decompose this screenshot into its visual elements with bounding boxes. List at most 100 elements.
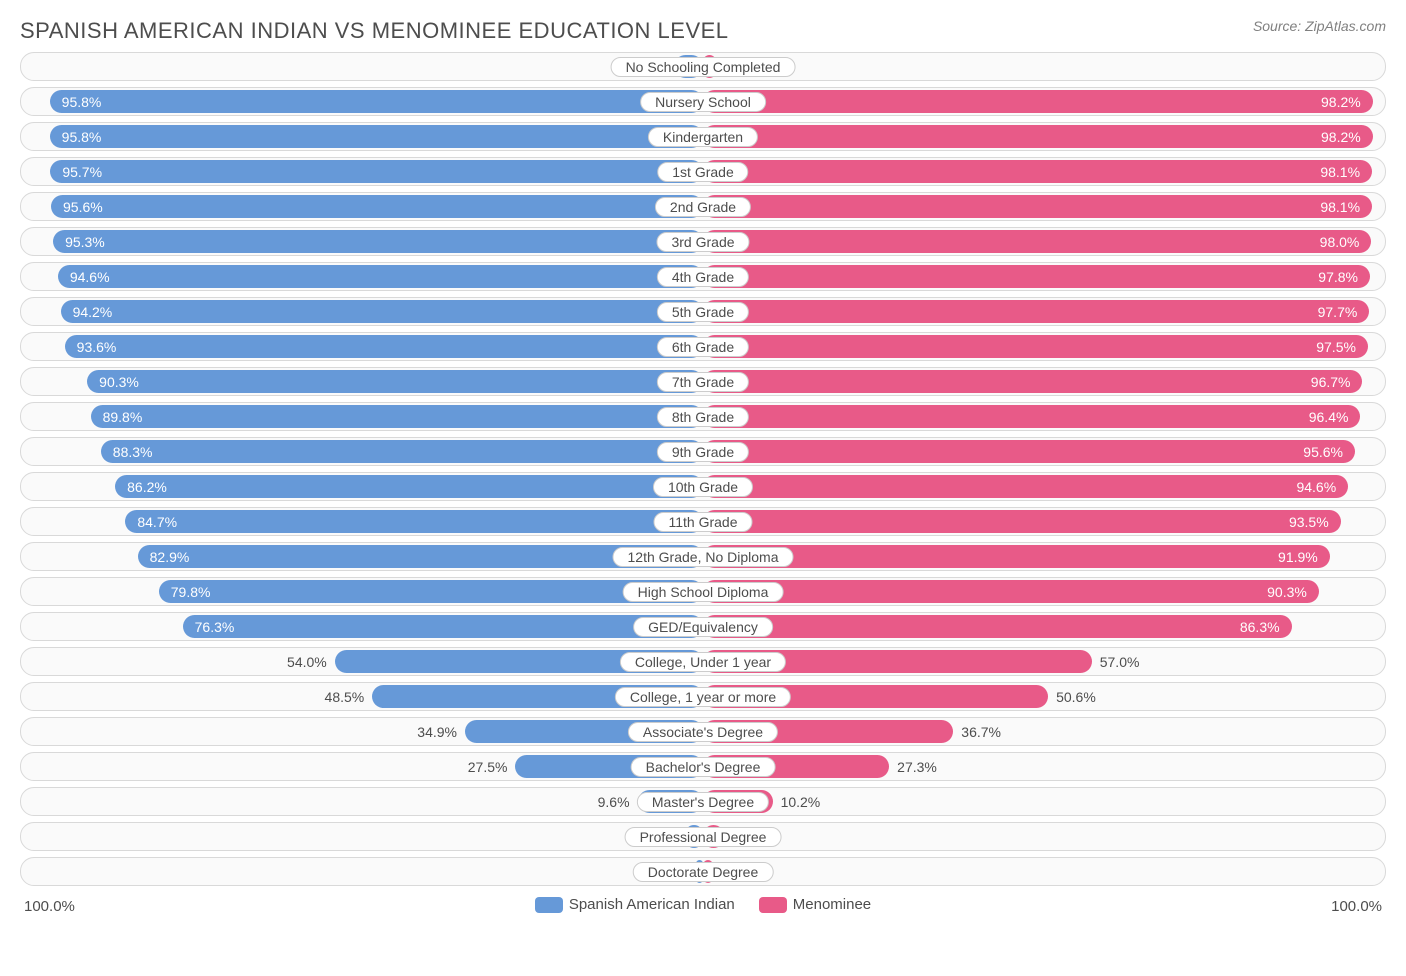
bar-right: 95.6%	[703, 440, 1355, 463]
value-left: 95.7%	[62, 164, 102, 180]
value-right: 90.3%	[1267, 584, 1307, 600]
row-track: 9.6%10.2%Master's Degree	[20, 787, 1386, 816]
chart-row: 93.6% 97.5% 6th Grade	[20, 332, 1386, 361]
bar-right: 96.4%	[703, 405, 1360, 428]
value-right: 91.9%	[1278, 549, 1318, 565]
category-label: 1st Grade	[657, 162, 748, 182]
category-label: Doctorate Degree	[633, 862, 774, 882]
row-track: 84.7% 93.5% 11th Grade	[20, 507, 1386, 536]
category-label: Associate's Degree	[628, 722, 778, 742]
chart-row: 76.3%86.3%GED/Equivalency	[20, 612, 1386, 641]
value-left: 95.8%	[62, 94, 102, 110]
value-left: 79.8%	[171, 584, 211, 600]
bar-left: 95.7%	[50, 160, 703, 183]
value-left: 27.5%	[468, 759, 508, 775]
value-left: 95.6%	[63, 199, 103, 215]
category-label: Professional Degree	[625, 827, 782, 847]
header: SPANISH AMERICAN INDIAN VS MENOMINEE EDU…	[0, 0, 1406, 52]
bar-left: 93.6%	[65, 335, 703, 358]
bar-right: 97.8%	[703, 265, 1370, 288]
value-left: 95.8%	[62, 129, 102, 145]
chart-row: 79.8%90.3%High School Diploma	[20, 577, 1386, 606]
chart-row: 54.0%57.0%College, Under 1 year	[20, 647, 1386, 676]
category-label: 4th Grade	[657, 267, 749, 287]
row-track: 95.6% 98.1% 2nd Grade	[20, 192, 1386, 221]
value-right: 98.2%	[1321, 129, 1361, 145]
category-label: 11th Grade	[653, 512, 752, 532]
row-track: 95.3% 98.0%3rd Grade	[20, 227, 1386, 256]
legend-label-left: Spanish American Indian	[569, 896, 735, 913]
row-track: 93.6% 97.5% 6th Grade	[20, 332, 1386, 361]
chart-row: 95.8% 98.2%Nursery School	[20, 87, 1386, 116]
value-right: 94.6%	[1296, 479, 1336, 495]
value-right: 97.5%	[1316, 339, 1356, 355]
category-label: 10th Grade	[653, 477, 753, 497]
axis-max-left: 100.0%	[24, 898, 75, 915]
category-label: 12th Grade, No Diploma	[613, 547, 794, 567]
row-track: 94.6% 97.8% 4th Grade	[20, 262, 1386, 291]
bar-left: 94.6%	[58, 265, 703, 288]
value-right: 57.0%	[1100, 654, 1140, 670]
category-label: 8th Grade	[657, 407, 749, 427]
bar-right: 98.2%	[703, 90, 1373, 113]
row-track: 48.5%50.6%College, 1 year or more	[20, 682, 1386, 711]
chart-row: 1.1%1.4%Doctorate Degree	[20, 857, 1386, 886]
value-right: 10.2%	[781, 794, 821, 810]
bar-right: 96.7%	[703, 370, 1362, 393]
category-label: Nursery School	[640, 92, 766, 112]
category-label: 2nd Grade	[655, 197, 751, 217]
bar-right: 98.0%	[703, 230, 1371, 253]
bar-left: 79.8%	[159, 580, 703, 603]
value-left: 76.3%	[195, 619, 235, 635]
category-label: 6th Grade	[657, 337, 749, 357]
legend-item-right: Menominee	[759, 896, 871, 913]
row-track: 90.3%96.7%7th Grade	[20, 367, 1386, 396]
value-left: 9.6%	[598, 794, 630, 810]
bar-right: 94.6%	[703, 475, 1348, 498]
row-track: 95.8%98.2%Kindergarten	[20, 122, 1386, 151]
category-label: 9th Grade	[657, 442, 749, 462]
row-track: 94.2%97.7%5th Grade	[20, 297, 1386, 326]
value-right: 86.3%	[1240, 619, 1280, 635]
chart-footer: 100.0% 100.0% Spanish American Indian Me…	[0, 892, 1406, 913]
bar-right: 90.3%	[703, 580, 1319, 603]
chart-row: 95.3% 98.0%3rd Grade	[20, 227, 1386, 256]
value-right: 96.4%	[1309, 409, 1349, 425]
source-prefix: Source:	[1253, 18, 1301, 34]
value-left: 82.9%	[150, 549, 190, 565]
bar-left: 84.7%	[125, 510, 703, 533]
bar-left: 89.8%	[91, 405, 703, 428]
value-left: 84.7%	[137, 514, 177, 530]
legend-label-right: Menominee	[793, 896, 871, 913]
chart-row: 88.3% 95.6%9th Grade	[20, 437, 1386, 466]
row-track: 4.2%1.9%No Schooling Completed	[20, 52, 1386, 81]
value-left: 95.3%	[65, 234, 105, 250]
value-right: 93.5%	[1289, 514, 1329, 530]
row-track: 88.3% 95.6%9th Grade	[20, 437, 1386, 466]
chart-row: 95.8%98.2%Kindergarten	[20, 122, 1386, 151]
chart-row: 94.2%97.7%5th Grade	[20, 297, 1386, 326]
bar-left: 95.6%	[51, 195, 703, 218]
value-left: 93.6%	[77, 339, 117, 355]
chart-row: 2.7%3.1%Professional Degree	[20, 822, 1386, 851]
chart-container: SPANISH AMERICAN INDIAN VS MENOMINEE EDU…	[0, 0, 1406, 976]
bar-left: 95.8%	[50, 125, 703, 148]
value-right: 97.8%	[1318, 269, 1358, 285]
bar-left: 94.2%	[61, 300, 703, 323]
value-right: 96.7%	[1311, 374, 1351, 390]
category-label: 3rd Grade	[656, 232, 749, 252]
bar-left: 76.3%	[183, 615, 703, 638]
value-right: 98.1%	[1320, 199, 1360, 215]
row-track: 54.0%57.0%College, Under 1 year	[20, 647, 1386, 676]
chart-row: 27.5%27.3%Bachelor's Degree	[20, 752, 1386, 781]
value-left: 88.3%	[113, 444, 153, 460]
value-right: 36.7%	[961, 724, 1001, 740]
category-label: 7th Grade	[657, 372, 749, 392]
bar-left: 86.2%	[115, 475, 703, 498]
value-right: 97.7%	[1318, 304, 1358, 320]
chart-row: 86.2% 94.6% 10th Grade	[20, 472, 1386, 501]
row-track: 89.8% 96.4% 8th Grade	[20, 402, 1386, 431]
bar-left: 88.3%	[101, 440, 703, 463]
legend-swatch-right	[759, 897, 787, 913]
chart-row: 34.9%36.7%Associate's Degree	[20, 717, 1386, 746]
